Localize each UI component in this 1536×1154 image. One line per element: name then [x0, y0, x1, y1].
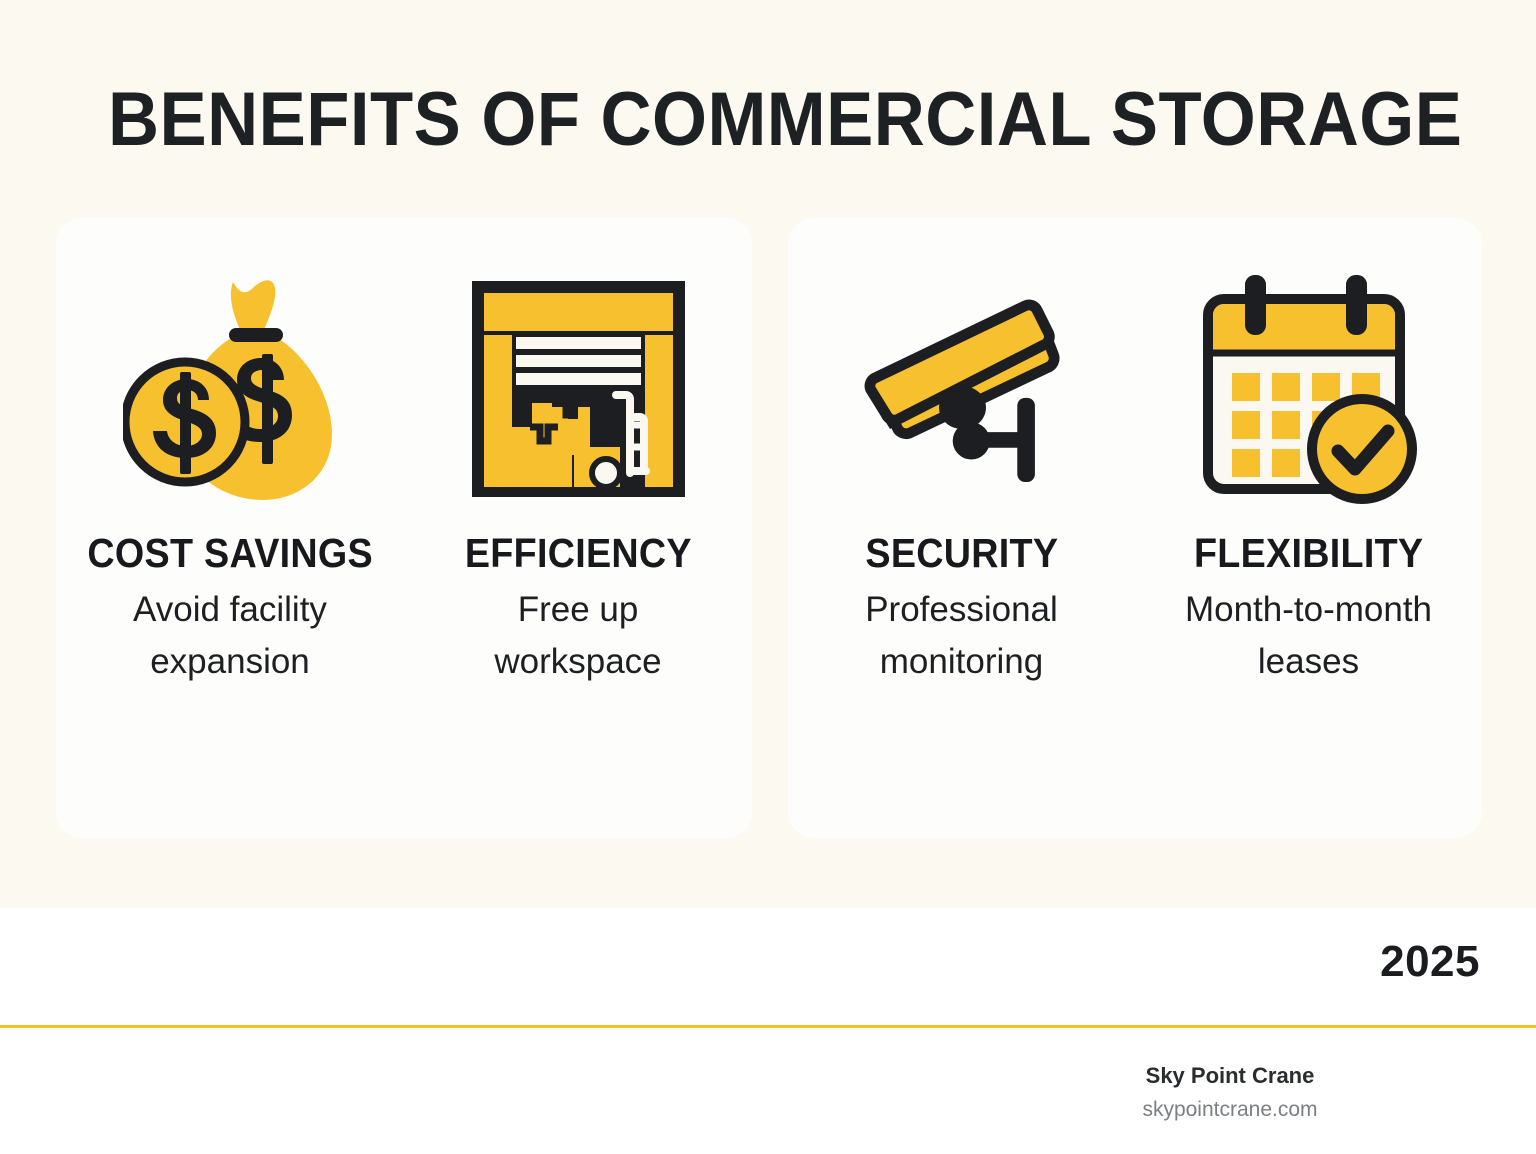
footer-lower-band: [0, 1028, 1536, 1154]
benefit-title: EFFICIENCY: [464, 530, 692, 576]
benefit-description: Month-to-month leases: [1184, 590, 1433, 681]
footer-upper-band: [0, 908, 1536, 1025]
benefit-description: Professional monitoring: [865, 590, 1058, 681]
benefit-column-cost-savings: COST SAVINGS Avoid facility expansion: [56, 218, 404, 838]
benefit-card-right: SECURITY Professional monitoring: [788, 218, 1482, 838]
benefit-description: Avoid facility expansion: [133, 590, 327, 681]
brand-name: Sky Point Crane: [1145, 1063, 1315, 1088]
benefit-column-flexibility: FLEXIBILITY Month-to-month leases: [1135, 218, 1482, 838]
benefit-title: COST SAVINGS: [87, 530, 373, 576]
brand-url: skypointcrane.com: [1142, 1098, 1318, 1121]
page-title: BENEFITS OF COMMERCIAL STORAGE: [108, 77, 1463, 162]
footer-year: 2025: [1380, 937, 1480, 986]
money-bag-icon: [115, 264, 345, 514]
benefit-title: SECURITY: [865, 530, 1058, 576]
benefit-description: Free up workspace: [494, 590, 662, 681]
security-camera-icon: [847, 264, 1077, 514]
footer-divider: [0, 1025, 1536, 1028]
storage-unit-icon: [463, 264, 693, 514]
benefit-column-efficiency: EFFICIENCY Free up workspace: [404, 218, 752, 838]
benefit-title: FLEXIBILITY: [1193, 530, 1424, 576]
benefit-card-left: COST SAVINGS Avoid facility expansion: [56, 218, 752, 838]
calendar-check-icon: [1194, 264, 1424, 514]
benefit-column-security: SECURITY Professional monitoring: [788, 218, 1135, 838]
